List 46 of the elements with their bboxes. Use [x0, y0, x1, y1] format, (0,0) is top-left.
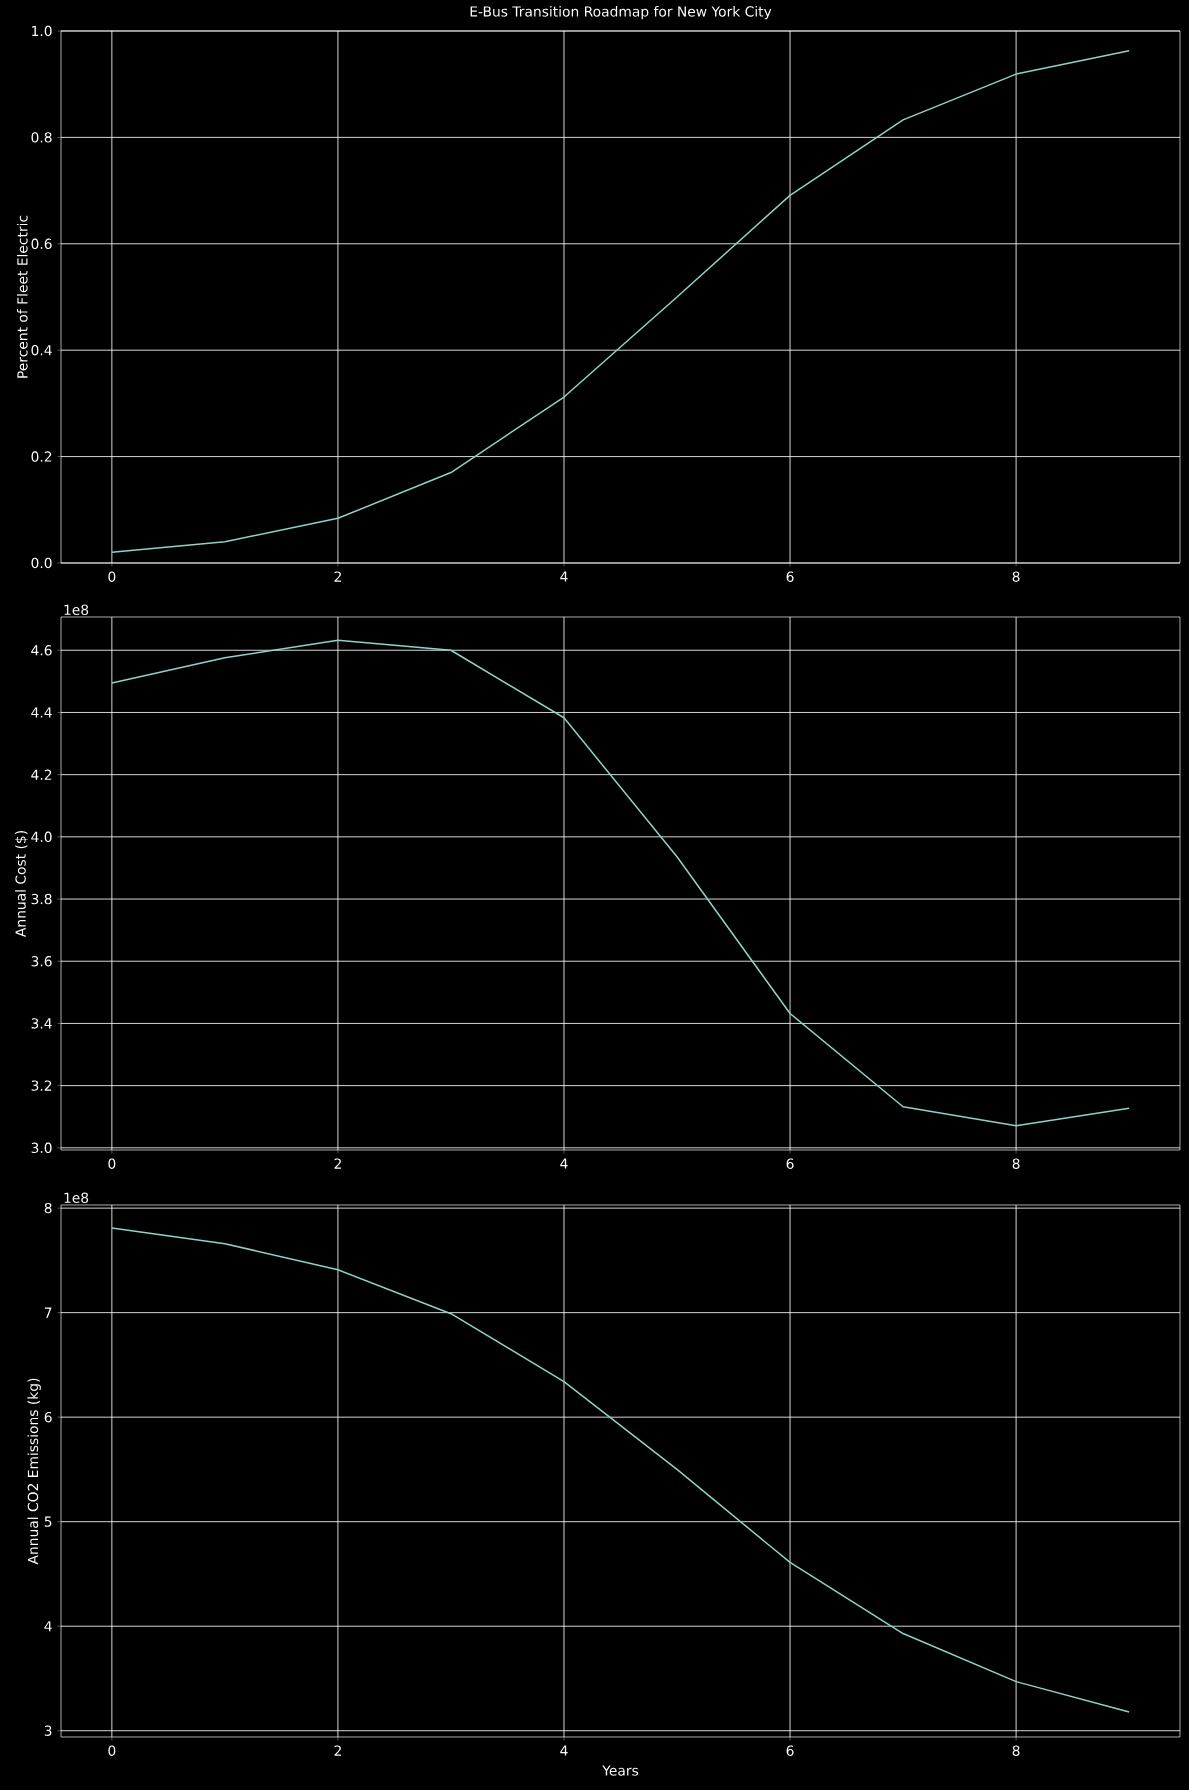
y-tick-label: 4 — [44, 1621, 52, 1632]
x-tick-label: 6 — [786, 571, 794, 582]
y-tick-label: 4.4 — [31, 707, 52, 718]
text: 1e8 — [64, 604, 89, 615]
x-tick-label: 8 — [1012, 1158, 1020, 1169]
y-tick-label: 0.0 — [31, 557, 52, 569]
x-tick-label: 2 — [334, 1745, 341, 1756]
y-axis-title: Annual Cost ($) — [15, 831, 28, 937]
x-tick-label: 0 — [108, 571, 116, 582]
x-tick-label: 2 — [334, 571, 341, 582]
x-tick-label: 8 — [1012, 1745, 1020, 1756]
y-tick-label: 4.6 — [31, 645, 52, 656]
chart-title: E-Bus Transition Roadmap for New York City — [470, 5, 772, 20]
y-tick-label: 4.0 — [31, 831, 52, 843]
x-tick-label: 0 — [108, 1158, 116, 1169]
y-tick-label: 5 — [44, 1516, 52, 1527]
line-series — [111, 639, 1130, 1127]
y-tick-label: 0.8 — [31, 132, 52, 143]
x-axis-title: Years — [602, 1765, 639, 1776]
x-tick-label: 2 — [334, 1158, 341, 1169]
y-tick-label: 3 — [44, 1725, 52, 1736]
y-tick-label: 0.2 — [31, 451, 52, 462]
y-tick-label: 0.4 — [31, 344, 52, 356]
y-tick-label: 3.2 — [31, 1080, 52, 1091]
y-tick-label: 6 — [44, 1411, 52, 1423]
y-tick-label: 8 — [44, 1202, 52, 1214]
y-tick-label: 4.2 — [31, 769, 52, 780]
x-tick-label: 8 — [1012, 571, 1020, 582]
x-tick-label: 0 — [108, 1745, 116, 1756]
y-tick-label: 3.6 — [31, 956, 52, 967]
x-tick-label: 6 — [786, 1745, 794, 1756]
x-tick-label: 4 — [560, 1745, 568, 1756]
x-tick-label: 4 — [560, 1158, 568, 1169]
line-series — [111, 49, 1130, 554]
y-tick-label: 0.6 — [31, 238, 52, 250]
y-axis-title: Percent of Fleet Electric — [16, 215, 28, 378]
y-axis-title: Annual CO2 Emissions (kg) — [27, 1378, 41, 1565]
text: 1e8 — [64, 1192, 89, 1203]
y-tick-label: 3.4 — [31, 1018, 52, 1029]
x-tick-label: 4 — [560, 571, 568, 582]
y-tick-label: 7 — [44, 1307, 52, 1318]
y-tick-label: 3.0 — [31, 1142, 52, 1154]
y-tick-label: 1.0 — [32, 25, 52, 37]
x-tick-label: 6 — [786, 1158, 794, 1169]
y-tick-label: 3.8 — [31, 893, 52, 905]
line-series — [111, 1227, 1130, 1713]
